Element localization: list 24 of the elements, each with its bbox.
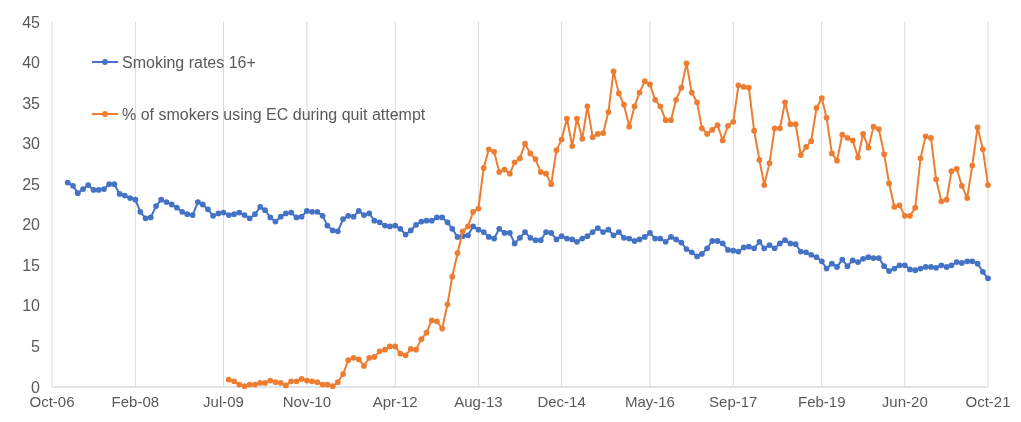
y-tick-label: 30 bbox=[22, 135, 41, 153]
y-tick-label: 45 bbox=[22, 13, 41, 31]
y-tick-label: 5 bbox=[31, 338, 41, 356]
x-tick-label: Dec-14 bbox=[537, 393, 586, 410]
y-tick-label: 15 bbox=[22, 256, 41, 274]
legend-label: % of smokers using EC during quit attempt bbox=[122, 105, 426, 123]
x-tick-label: May-16 bbox=[624, 393, 675, 410]
x-tick-label: Feb-08 bbox=[111, 393, 160, 410]
y-tick-label: 0 bbox=[31, 378, 41, 396]
x-tick-label: Nov-10 bbox=[282, 393, 332, 410]
x-tick-label: Apr-12 bbox=[372, 393, 418, 410]
x-tick-label: Jun-20 bbox=[881, 393, 928, 410]
legend-label: Smoking rates 16+ bbox=[122, 53, 256, 71]
x-tick-label: Jul-09 bbox=[203, 393, 244, 410]
x-tick-label: Sep-17 bbox=[709, 393, 758, 410]
x-tick-label: Oct-06 bbox=[29, 393, 75, 410]
y-tick-label: 10 bbox=[22, 297, 41, 315]
y-tick-label: 40 bbox=[22, 54, 41, 72]
x-tick-label: Oct-21 bbox=[965, 393, 1011, 410]
x-tick-label: Feb-19 bbox=[798, 393, 846, 410]
y-tick-label: 35 bbox=[22, 94, 41, 112]
y-tick-label: 25 bbox=[22, 175, 41, 193]
y-tick-label: 20 bbox=[22, 216, 41, 234]
x-tick-label: Aug-13 bbox=[454, 393, 503, 410]
